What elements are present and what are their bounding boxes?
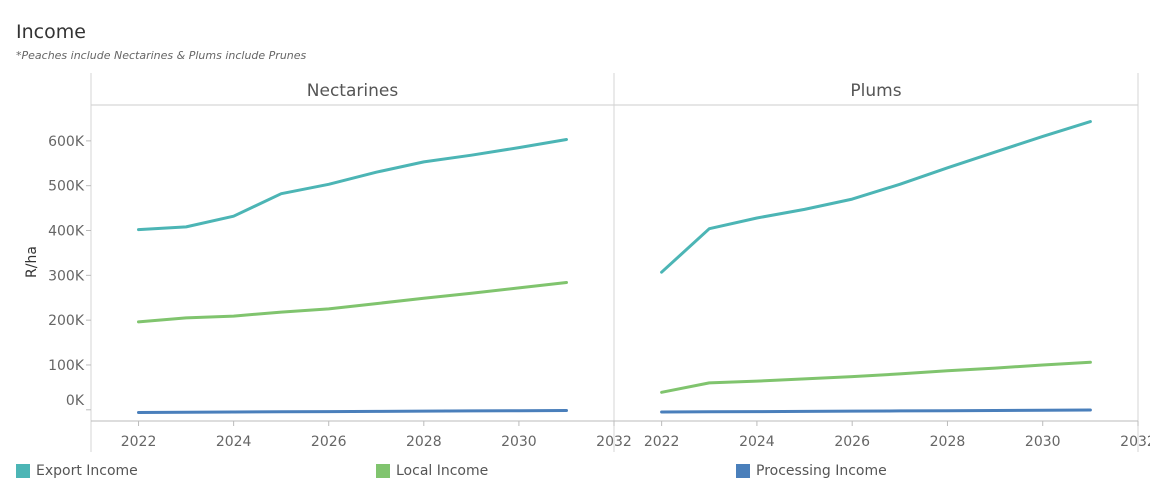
y-tick-label: 300K (48, 268, 85, 284)
chart-title: Income (16, 21, 86, 43)
y-tick-label: 400K (48, 224, 85, 240)
panel-title: Plums (850, 81, 901, 101)
y-tick-label: 600K (48, 134, 85, 150)
x-tick-label: 2022 (121, 434, 157, 450)
x-tick-label: 2024 (739, 434, 775, 450)
legend-label-processing: Processing Income (756, 463, 887, 479)
x-tick-label: 2024 (216, 434, 252, 450)
x-tick-label: 2026 (834, 434, 870, 450)
panel-title: Nectarines (307, 81, 399, 101)
series-line-processing-income (660, 408, 1092, 414)
y-tick-label: 200K (48, 313, 85, 329)
series-line-local-income (137, 281, 568, 324)
chart-subtitle: *Peaches include Nectarines & Plums incl… (16, 49, 307, 62)
legend-label-local: Local Income (396, 463, 489, 479)
x-tick-label: 2028 (930, 434, 966, 450)
y-tick-label: 100K (48, 358, 85, 374)
y-tick-label: 0K (66, 393, 85, 409)
legend-item-local[interactable]: Local Income (376, 462, 488, 480)
legend-item-processing[interactable]: Processing Income (736, 462, 887, 480)
x-tick-label: 2032 (596, 434, 632, 450)
series-line-processing-income (137, 409, 568, 414)
series-line-local-income (660, 360, 1092, 394)
x-tick-label: 2030 (1025, 434, 1061, 450)
series-line-export-income (660, 120, 1092, 274)
x-tick-label: 2026 (311, 434, 347, 450)
legend-label-export: Export Income (36, 463, 138, 479)
series-line-export-income (137, 138, 568, 232)
legend-swatch-processing (736, 464, 750, 478)
x-tick-label: 2030 (501, 434, 537, 450)
x-tick-label: 2028 (406, 434, 442, 450)
legend-item-export[interactable]: Export Income (16, 462, 138, 480)
y-axis-label: R/ha (24, 246, 40, 278)
x-tick-label: 2022 (644, 434, 680, 450)
legend-swatch-local (376, 464, 390, 478)
y-tick-label: 500K (48, 179, 85, 195)
legend-swatch-export (16, 464, 30, 478)
x-tick-label: 2032 (1120, 434, 1150, 450)
